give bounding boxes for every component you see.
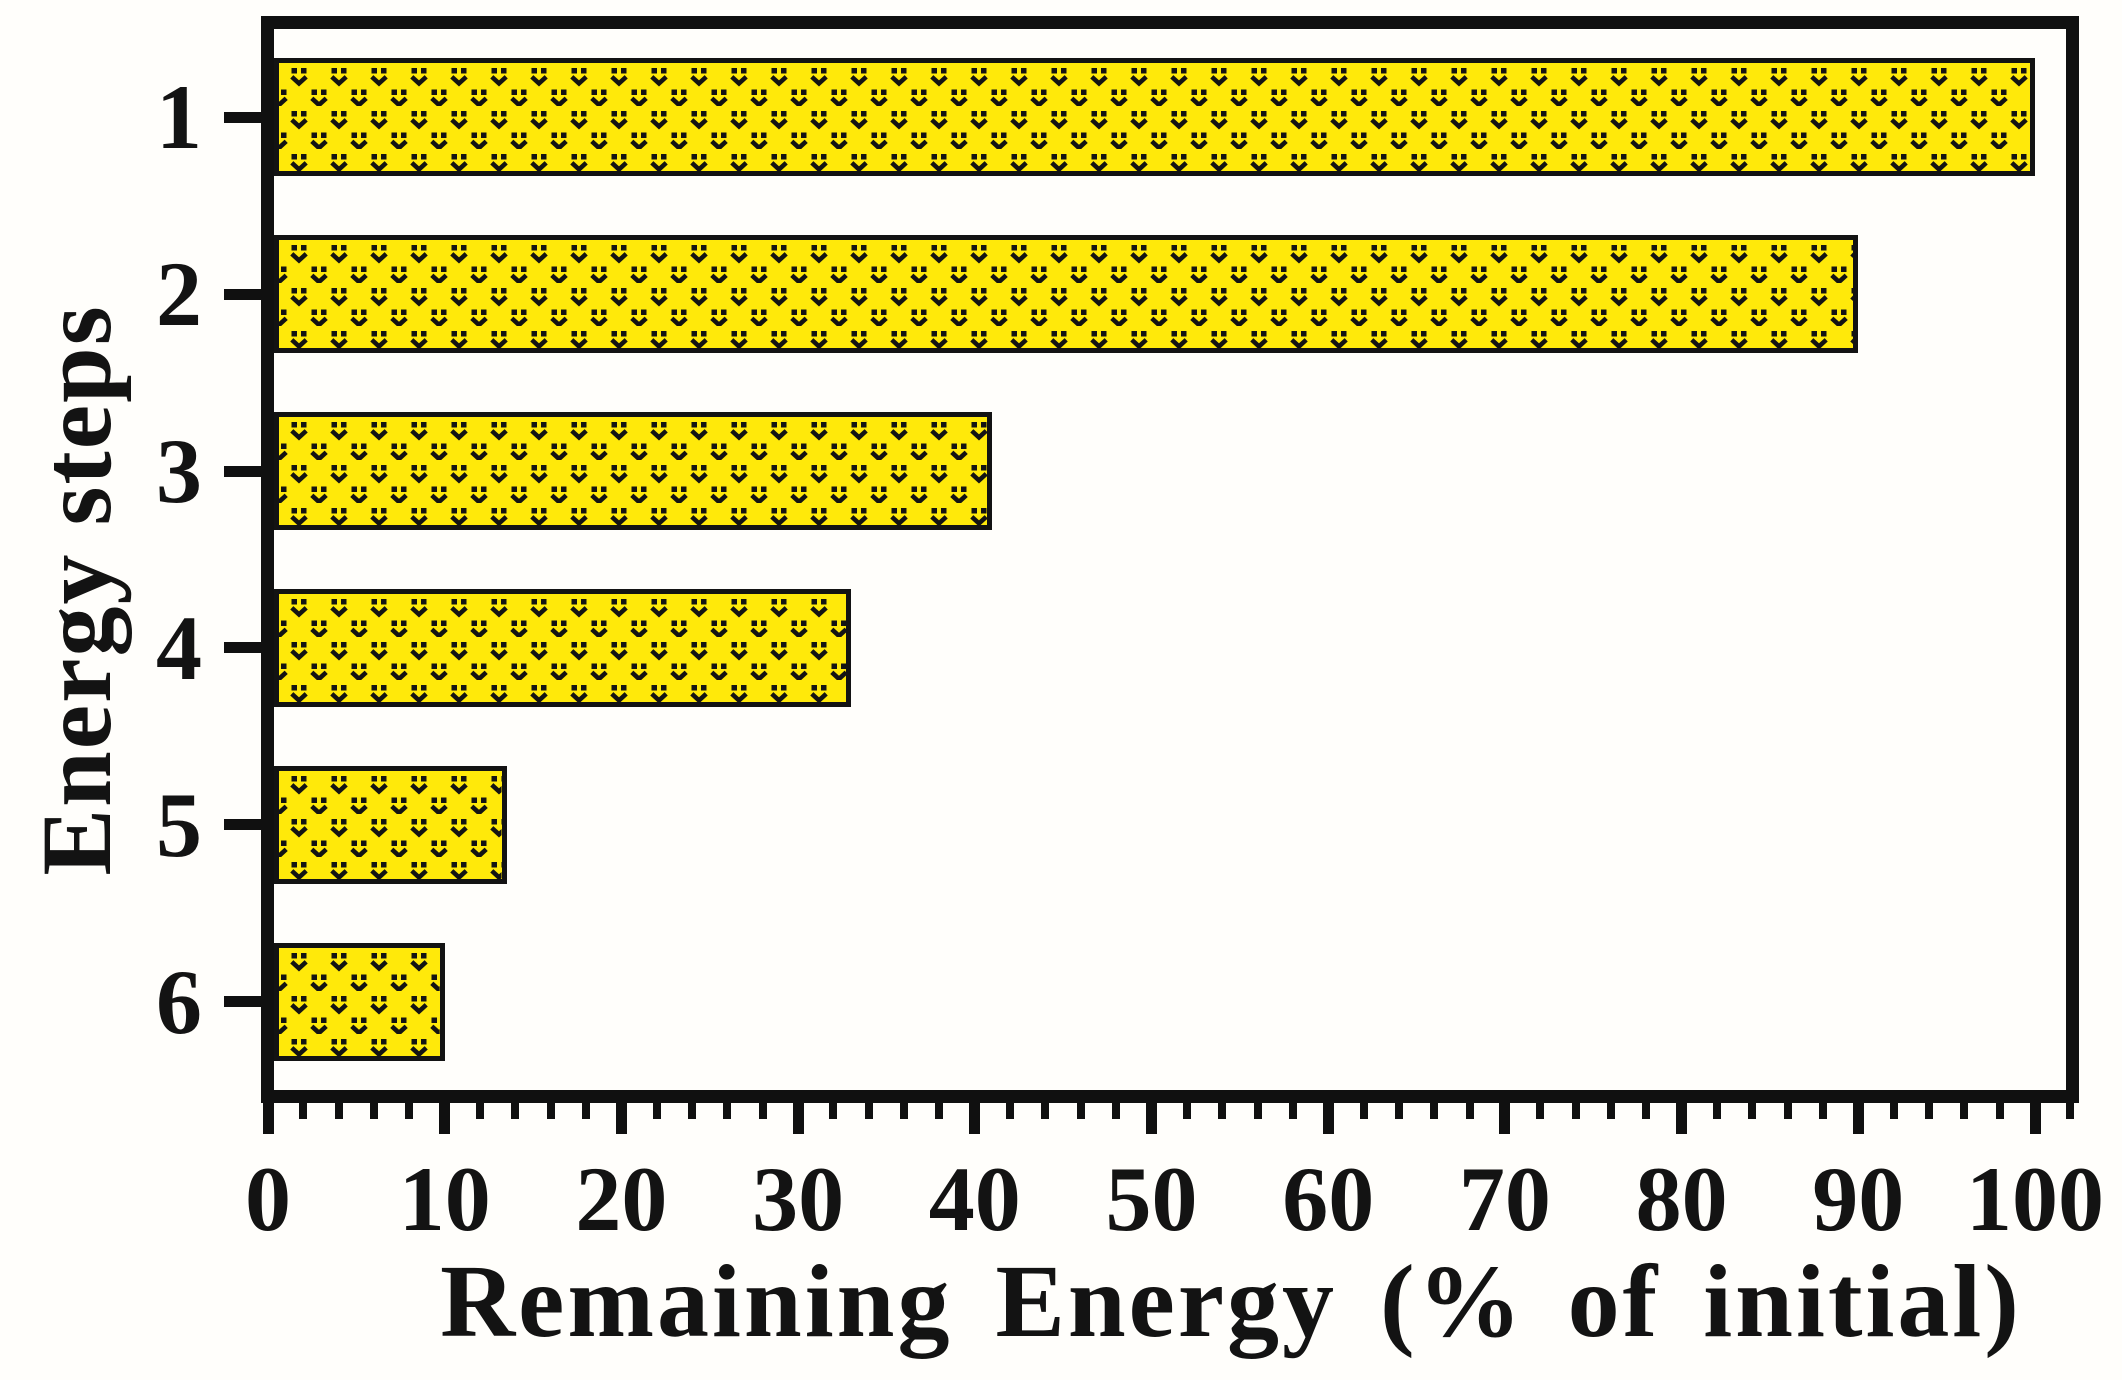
bar-hatch-fill bbox=[279, 417, 988, 526]
x-minor-tick bbox=[1889, 1098, 1898, 1119]
x-major-tick-50 bbox=[1146, 1098, 1157, 1134]
x-minor-tick bbox=[1606, 1098, 1615, 1119]
x-major-tick-60 bbox=[1322, 1098, 1334, 1134]
x-minor-tick bbox=[582, 1098, 591, 1119]
x-minor-tick bbox=[1076, 1098, 1085, 1119]
x-major-tick-80 bbox=[1676, 1098, 1688, 1134]
y-tick-label-2: 2 bbox=[156, 243, 202, 346]
x-tick-label-60: 60 bbox=[1282, 1148, 1375, 1250]
bar-energy-step-5 bbox=[274, 765, 507, 884]
y-tick-label-3: 3 bbox=[156, 420, 202, 523]
x-minor-tick bbox=[935, 1098, 944, 1119]
x-minor-tick bbox=[1041, 1098, 1050, 1119]
y-tick-label-6: 6 bbox=[156, 950, 202, 1053]
x-minor-tick bbox=[1253, 1098, 1262, 1119]
x-axis-title: Remaining Energy (% of initial) bbox=[440, 1244, 2022, 1359]
x-minor-tick bbox=[1006, 1098, 1015, 1119]
x-major-tick-70 bbox=[1499, 1098, 1511, 1134]
plot-area bbox=[261, 16, 2079, 1103]
y-tick-label-5: 5 bbox=[156, 773, 202, 876]
x-minor-tick bbox=[1571, 1098, 1580, 1119]
x-minor-tick bbox=[1712, 1098, 1721, 1119]
x-tick-label-50: 50 bbox=[1105, 1148, 1198, 1250]
bar-energy-step-6 bbox=[274, 942, 445, 1061]
x-minor-tick bbox=[1536, 1098, 1545, 1119]
bar-hatch-fill bbox=[279, 947, 440, 1056]
x-minor-tick bbox=[1924, 1098, 1933, 1119]
x-minor-tick bbox=[1112, 1098, 1121, 1119]
x-minor-tick bbox=[2066, 1098, 2075, 1119]
y-axis-title: Energy steps bbox=[21, 304, 132, 876]
x-tick-label-0: 0 bbox=[245, 1148, 291, 1250]
x-major-tick-30 bbox=[792, 1098, 804, 1134]
y-tick-5 bbox=[224, 819, 263, 831]
y-tick-3 bbox=[224, 465, 263, 477]
x-minor-tick bbox=[370, 1098, 379, 1119]
y-tick-2 bbox=[224, 288, 263, 300]
x-minor-tick bbox=[1218, 1098, 1227, 1119]
bar-energy-step-4 bbox=[274, 588, 852, 707]
x-minor-tick bbox=[1288, 1098, 1297, 1119]
x-tick-label-20: 20 bbox=[575, 1148, 668, 1250]
bar-hatch-fill bbox=[279, 63, 2030, 172]
y-tick-4 bbox=[224, 642, 263, 654]
x-minor-tick bbox=[1818, 1098, 1827, 1119]
bar-hatch-fill bbox=[279, 240, 1854, 349]
bar-energy-step-2 bbox=[274, 235, 1859, 354]
x-minor-tick bbox=[829, 1098, 838, 1119]
x-major-tick-90 bbox=[1852, 1098, 1864, 1134]
x-minor-tick bbox=[864, 1098, 873, 1119]
x-minor-tick bbox=[1642, 1098, 1651, 1119]
x-major-tick-10 bbox=[439, 1098, 451, 1134]
x-tick-label-70: 70 bbox=[1458, 1148, 1551, 1250]
x-minor-tick bbox=[1465, 1098, 1474, 1119]
x-minor-tick bbox=[1182, 1098, 1191, 1119]
x-minor-tick bbox=[405, 1098, 414, 1119]
x-major-tick-100 bbox=[2029, 1098, 2041, 1134]
x-minor-tick bbox=[1359, 1098, 1368, 1119]
y-tick-1 bbox=[224, 111, 263, 123]
x-major-tick-20 bbox=[615, 1098, 627, 1134]
x-tick-label-10: 10 bbox=[398, 1148, 491, 1250]
x-minor-tick bbox=[723, 1098, 732, 1119]
y-tick-label-1: 1 bbox=[156, 66, 202, 169]
x-minor-tick bbox=[1783, 1098, 1792, 1119]
x-minor-tick bbox=[546, 1098, 555, 1119]
x-minor-tick bbox=[652, 1098, 661, 1119]
x-minor-tick bbox=[1748, 1098, 1757, 1119]
x-tick-label-30: 30 bbox=[752, 1148, 845, 1250]
x-minor-tick bbox=[1960, 1098, 1969, 1119]
x-minor-tick bbox=[900, 1098, 909, 1119]
y-tick-label-4: 4 bbox=[156, 596, 202, 699]
x-major-tick-40 bbox=[969, 1098, 981, 1134]
x-minor-tick bbox=[334, 1098, 343, 1119]
x-minor-tick bbox=[688, 1098, 697, 1119]
x-minor-tick bbox=[758, 1098, 767, 1119]
x-major-tick-0 bbox=[262, 1098, 274, 1134]
x-minor-tick bbox=[1430, 1098, 1439, 1119]
bar-hatch-fill bbox=[279, 593, 847, 702]
x-tick-label-80: 80 bbox=[1635, 1148, 1728, 1250]
x-tick-label-40: 40 bbox=[928, 1148, 1021, 1250]
x-minor-tick bbox=[476, 1098, 485, 1119]
x-minor-tick bbox=[299, 1098, 308, 1119]
x-tick-label-90: 90 bbox=[1812, 1148, 1905, 1250]
bar-energy-step-1 bbox=[274, 58, 2035, 177]
x-minor-tick bbox=[511, 1098, 520, 1119]
x-tick-label-100: 100 bbox=[1966, 1148, 2104, 1250]
bar-hatch-fill bbox=[279, 770, 502, 879]
y-tick-6 bbox=[224, 996, 263, 1008]
x-minor-tick bbox=[1394, 1098, 1403, 1119]
x-minor-tick bbox=[1995, 1098, 2004, 1119]
bar-energy-step-3 bbox=[274, 412, 993, 531]
